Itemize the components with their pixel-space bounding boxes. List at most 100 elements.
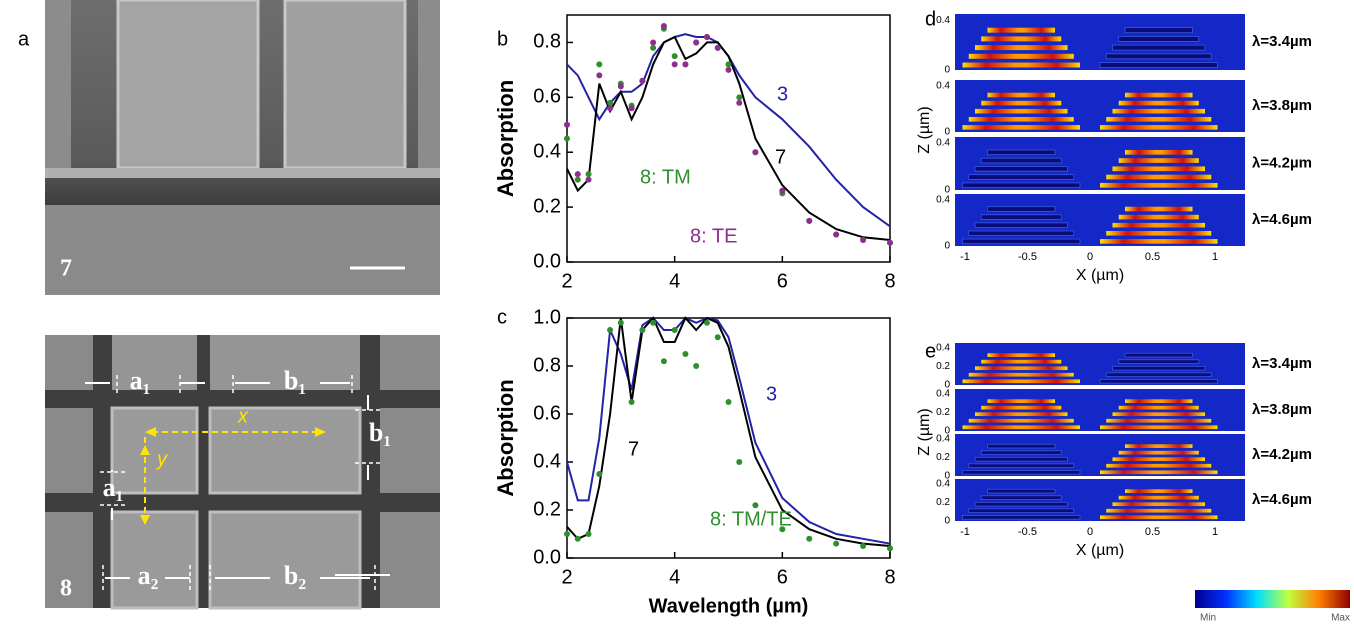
series-label: 7 [775,146,786,168]
z-tick-label: 0 [944,127,950,138]
map-layer [1125,489,1193,493]
data-point [660,22,667,29]
y-tick-label: 0.6 [533,86,561,108]
image-label: 7 [60,256,72,282]
z-tick-label: 0.2 [936,497,950,508]
data-point [714,44,721,51]
y-axis-label: Absorption [493,379,518,496]
map-layer [1112,222,1205,228]
axis-annotation: x [237,405,249,427]
map-layer [974,456,1068,462]
map-layer [1125,206,1193,212]
map-layer [974,166,1068,172]
data-point [596,471,603,477]
z-tick-label: 0 [944,471,950,482]
field-map [955,479,1245,521]
data-point [752,502,759,509]
series-label: 8: TE [690,225,737,247]
y-tick-label: 1.0 [533,306,561,328]
data-point [607,105,614,112]
data-point [574,176,581,183]
data-point [650,39,657,46]
map-layer [1106,116,1212,122]
plot-frame [566,317,891,559]
map-layer [974,222,1068,228]
map-background [955,194,1245,246]
colorbar-label: Min [1200,613,1216,624]
map-layer [968,463,1075,469]
row-label: λ=3.8µm [1252,97,1312,114]
z-tick-label: 0.2 [936,361,950,372]
field-map [955,80,1245,132]
map-layer [980,450,1062,455]
dimension-label: a₁ [130,366,151,395]
data-point [585,176,592,183]
map-layer [987,149,1056,156]
x-axis-label: Wavelength (µm) [649,595,809,617]
data-point [725,61,732,68]
data-point [833,540,840,547]
data-point [736,99,743,106]
data-point [564,135,570,142]
map-layer [968,116,1074,122]
data-point [671,61,678,68]
data-point [617,319,624,326]
map-layer [987,92,1055,98]
data-point [682,351,689,357]
map-layer [987,443,1056,449]
data-point [574,171,581,178]
map-layer [1125,149,1193,155]
map-layer [1106,418,1212,423]
series-label: 7 [628,438,639,460]
x-tick-label: 2 [561,566,572,588]
data-line [566,35,891,241]
map-layer [975,412,1068,417]
map-layer [1105,372,1212,378]
z-tick-label: 0 [944,426,950,437]
data-point [860,543,867,549]
map-layer [1125,399,1193,403]
z-tick-label: 0.4 [936,15,950,26]
map-layer [1100,515,1218,520]
map-layer [1100,470,1218,475]
x-tick-label: 0 [1087,526,1093,538]
x-tick-label: 4 [669,270,680,292]
data-point [736,459,743,465]
row-label: λ=3.4µm [1252,33,1312,50]
z-tick-label: 0.4 [936,194,950,205]
data-point [806,217,813,224]
data-point [564,531,570,537]
map-layer [1124,27,1193,34]
map-layer [962,469,1081,475]
data-point [725,399,732,405]
dimension-label: b₂ [284,561,306,590]
map-layer [1100,125,1218,130]
data-point [887,239,893,246]
sem-image-7 [45,0,440,295]
data-point [887,545,893,552]
data-point [650,44,657,51]
data-point [617,83,624,90]
panel-label: b [497,28,508,50]
map-layer [1112,44,1206,51]
row-label: λ=3.8µm [1252,401,1312,418]
map-layer [1118,359,1200,364]
map-layer [1118,405,1199,410]
map-layer [1118,36,1200,42]
map-layer [1100,425,1218,430]
map-layer [1100,182,1218,188]
map-layer [962,425,1080,430]
map-background [955,137,1245,190]
y-tick-label: 0.4 [533,141,561,163]
dimension-label: a₁ [103,473,124,502]
map-layer [980,214,1062,220]
series-label: 3 [766,383,777,405]
dimension-label: b₁ [284,366,306,395]
z-tick-label: 0.2 [936,452,950,463]
image-label: 8 [60,576,72,602]
data-point [779,187,786,194]
map-layer [1118,495,1199,500]
map-layer [1125,92,1193,98]
map-layer [968,174,1075,180]
